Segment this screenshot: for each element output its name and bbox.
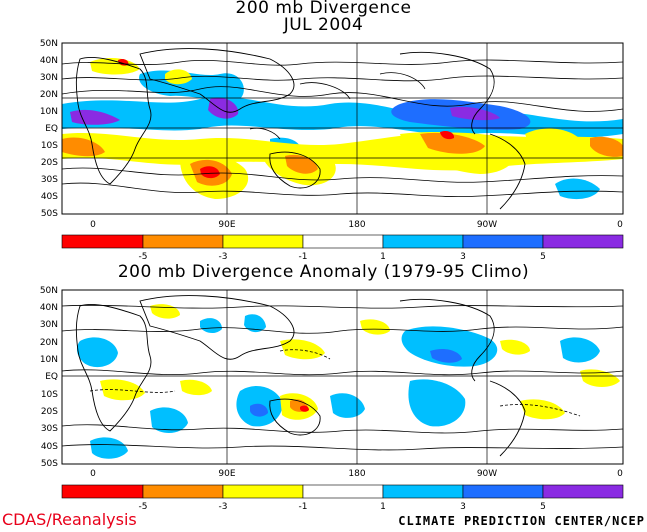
lat-label: 50S: [41, 209, 58, 219]
lat-label: 10S: [41, 390, 58, 400]
credit-right: CLIMATE PREDICTION CENTER/NCEP: [398, 514, 645, 528]
colorbar-swatch: [542, 234, 624, 249]
colorbar-label: 1: [380, 252, 386, 262]
panel1-gridlines: [62, 43, 623, 214]
lat-label: 10N: [40, 107, 58, 117]
colorbar-label: 5: [540, 252, 546, 262]
lat-label: 20S: [41, 407, 58, 417]
lat-label: 40N: [40, 56, 58, 66]
panel2-title: 200 mb Divergence Anomaly (1979-95 Climo…: [117, 262, 530, 282]
panel2-gridlines: [62, 290, 623, 464]
lon-label: 0: [90, 220, 96, 230]
panel1-subtitle: JUL 2004: [283, 15, 364, 35]
colorbar-swatch: [462, 234, 544, 249]
lat-label: 10S: [41, 141, 58, 151]
lat-label: 30S: [41, 424, 58, 434]
panel1-lat-labels: 50N 40N 30N 20N 10N EQ 10S 20S 30S 40S 5…: [40, 39, 58, 219]
panel2-lat-labels: 50N 40N 30N 20N 10N EQ 10S 20S 30S 40S 5…: [40, 286, 58, 469]
lon-label: 90E: [218, 469, 235, 479]
panel1-colorbar: -5 -3 -1 1 3 5: [61, 234, 624, 262]
colorbar-swatch: [542, 484, 624, 499]
colorbar-swatch: [222, 234, 304, 249]
lon-label: 90E: [218, 220, 235, 230]
colorbar-swatch: [382, 484, 464, 499]
colorbar-label: -3: [219, 252, 228, 262]
lat-label: 10N: [40, 355, 58, 365]
credit-left: CDAS/Reanalysis: [2, 510, 137, 529]
lat-label: 40N: [40, 303, 58, 313]
colorbar-swatch: [142, 484, 224, 499]
panel1-lon-labels: 0 90E 180 90W 0: [90, 220, 623, 230]
lat-label: 20N: [40, 90, 58, 100]
lat-label: 20S: [41, 158, 58, 168]
panel1-field: [62, 43, 623, 214]
panel2-colorbar: -5 -3 -1 1 3 5: [61, 484, 624, 511]
colorbar-label: -5: [139, 502, 148, 511]
colorbar-label: 1: [380, 502, 386, 511]
colorbar-label: -5: [139, 252, 148, 262]
panel1-title: 200 mb Divergence: [235, 0, 412, 18]
lat-label: 50N: [40, 39, 58, 49]
lat-label: 50N: [40, 286, 58, 296]
lon-label: 0: [617, 220, 623, 230]
lat-label: EQ: [45, 372, 58, 382]
lat-label: 40S: [41, 192, 58, 202]
panel2-lon-labels: 0 90E 180 90W 0: [90, 469, 623, 479]
colorbar-swatch: [142, 234, 224, 249]
lat-label: 50S: [41, 459, 58, 469]
lat-label: 30N: [40, 73, 58, 83]
colorbar-swatch: [302, 484, 384, 499]
colorbar-label: 3: [460, 252, 466, 262]
panel2-map: 50N 40N 30N 20N 10N EQ 10S 20S 30S 40S 5…: [40, 286, 624, 511]
colorbar-swatch: [302, 234, 384, 249]
colorbar-swatch: [222, 484, 304, 499]
colorbar-label: -3: [219, 502, 228, 511]
lon-label: 0: [90, 469, 96, 479]
lon-label: 0: [617, 469, 623, 479]
colorbar-swatch: [61, 234, 144, 249]
lat-label: 30N: [40, 320, 58, 330]
colorbar-swatch: [382, 234, 464, 249]
colorbar-label: 5: [540, 502, 546, 511]
colorbar-swatch: [462, 484, 544, 499]
lon-label: 180: [348, 220, 365, 230]
colorbar-label: 3: [460, 502, 466, 511]
panel2-field: [62, 290, 623, 464]
lat-label: 30S: [41, 175, 58, 185]
lat-label: 20N: [40, 338, 58, 348]
lat-label: EQ: [45, 124, 58, 134]
colorbar-label: -1: [299, 252, 308, 262]
colorbar-swatch: [61, 484, 144, 499]
lon-label: 90W: [477, 469, 497, 479]
lat-label: 40S: [41, 442, 58, 452]
panel2-frame: [61, 289, 624, 465]
panel1-frame: [61, 42, 624, 215]
panel1-map: 50N 40N 30N 20N 10N EQ 10S 20S 30S 40S 5…: [40, 39, 624, 262]
colorbar-label: -1: [299, 502, 308, 511]
lon-label: 90W: [477, 220, 497, 230]
lon-label: 180: [348, 469, 365, 479]
